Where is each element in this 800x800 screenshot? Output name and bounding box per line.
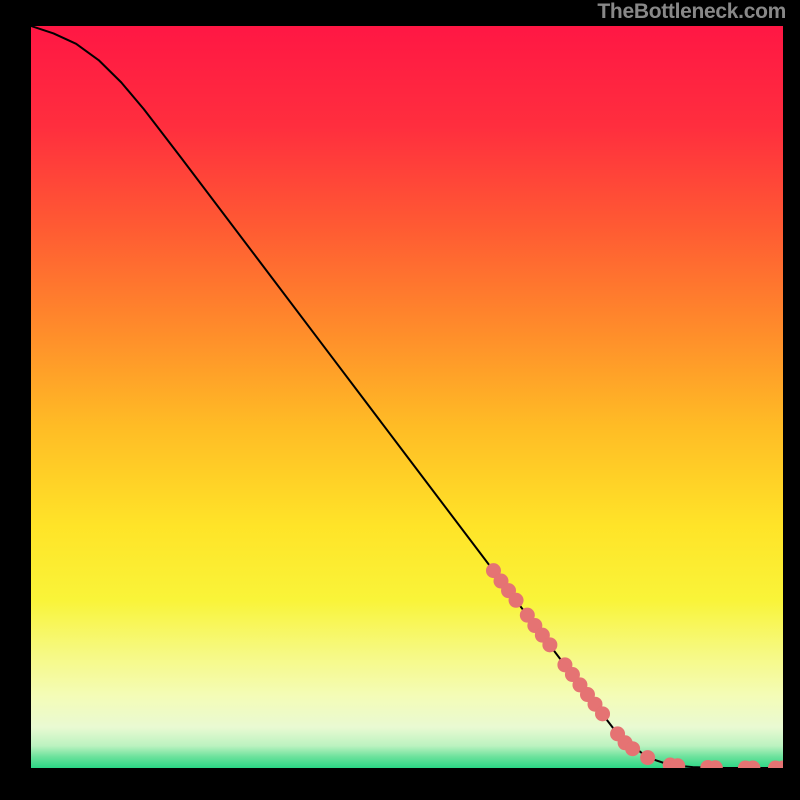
chart-marker [640,750,655,765]
chart-svg [31,26,783,768]
chart-marker [509,593,524,608]
attribution-text: TheBottleneck.com [597,0,786,24]
chart-plot-area [31,26,783,768]
chart-marker [595,706,610,721]
chart-marker [542,637,557,652]
chart-background-gradient [31,26,783,768]
chart-marker [625,741,640,756]
